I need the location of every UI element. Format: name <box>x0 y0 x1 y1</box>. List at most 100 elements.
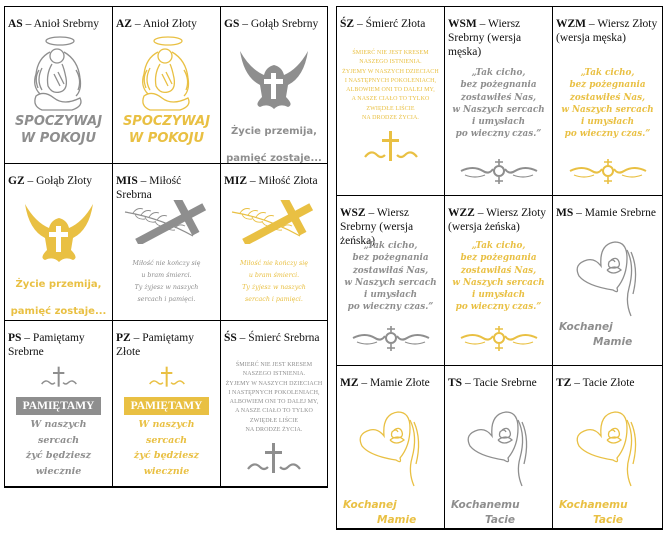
design-cell-as[interactable]: AS – Anioł Srebrny SPOCZYWAJ W POKOJU <box>5 7 112 163</box>
design-name: Miłość Srebrna <box>116 175 182 201</box>
design-text-line: Tacie <box>593 514 623 526</box>
design-cell-wsm[interactable]: WSM – Wiersz Srebrny (wersja męska) „Tak … <box>445 7 552 195</box>
design-text-line: SPOCZYWAJ <box>122 114 211 129</box>
design-name: Wiersz Złoty (wersja żeńska) <box>448 207 547 233</box>
design-text-line: Ty żyjesz w naszych <box>242 284 306 291</box>
design-cell-pz[interactable]: PZ – Pamiętamy Złote PAMIĘTAMY W naszych se… <box>113 321 220 486</box>
design-name: Pamiętamy Srebrne <box>8 332 85 358</box>
ornament-icon <box>352 325 429 351</box>
design-text-line: zostawiłaś Nas, <box>460 265 537 276</box>
design-name: Anioł Złoty <box>142 18 197 30</box>
design-name: Miłość Złota <box>258 175 318 187</box>
design-name: Gołąb Złoty <box>36 175 93 187</box>
design-text-line: „Tak cicho, <box>580 68 635 78</box>
heart-rose-icon <box>359 411 419 487</box>
design-text-line: w Naszych sercach <box>452 277 545 288</box>
design-cell-śz[interactable]: ŚZ – Śmierć Złota ŚMIERĆ NIE JEST KRESEM N… <box>337 7 444 195</box>
design-cell-gz[interactable]: GZ – Gołąb Złoty Życie przemija, pamięć zo… <box>5 164 112 320</box>
design-text-line: zostawiłaś Nas, <box>352 265 429 276</box>
design-text-line: zostawiłeś Nas, <box>460 92 537 103</box>
dove-cross-icon <box>24 204 93 262</box>
design-cell-tz[interactable]: TZ – Tacie Złote Kochanemu Tacie <box>553 366 662 528</box>
design-text-line: Kochanej <box>343 499 397 511</box>
design-code: ŚZ <box>340 18 355 30</box>
heart-rose-icon <box>576 241 636 317</box>
design-name: Mamie Złote <box>370 377 430 389</box>
design-code: AS <box>8 18 23 30</box>
design-text-line: Mamie <box>377 514 417 526</box>
design-code: MS <box>556 207 574 219</box>
design-code: TS <box>448 377 463 389</box>
design-code: WZM <box>556 18 587 30</box>
design-title: TZ – Tacie Złote <box>556 377 635 389</box>
design-title: WSM – Wiersz Srebrny (wersja męska) <box>448 18 522 58</box>
design-text-line: ŚMIERĆ NIE JEST KRESEM <box>352 50 429 56</box>
design-text-line: „Tak cicho, <box>471 68 526 78</box>
design-title: PZ – Pamiętamy Złote <box>116 332 194 358</box>
design-code: ŚS <box>224 332 237 344</box>
design-text-line: NASZEGO ISTNIENIA. <box>242 371 306 378</box>
design-code: PS <box>8 332 22 344</box>
design-name: Mamie Srebrne <box>584 207 656 219</box>
design-text-line: W POKOJU <box>20 131 97 146</box>
design-title: GS – Gołąb Srebrny <box>224 18 319 30</box>
angel-icon <box>141 36 190 111</box>
design-text-line: u bram śmierci. <box>141 272 192 279</box>
design-text-line: i umysłach <box>580 117 634 128</box>
design-title: AS – Anioł Srebrny <box>8 18 100 30</box>
design-cell-mis[interactable]: MIS – Miłość Srebrna Miłość nie kończy si… <box>113 164 220 320</box>
design-code: WSM <box>448 18 477 30</box>
design-text-line: Kochanemu <box>451 499 520 511</box>
design-text-line: i umysłach <box>363 290 417 301</box>
design-text-line: sercach i pamięci. <box>137 296 196 303</box>
design-name: Tacie Srebrne <box>473 377 537 389</box>
design-text-line: SPOCZYWAJ <box>14 114 103 129</box>
design-cell-ps[interactable]: PS – Pamiętamy Srebrne PAMIĘTAMY W naszych… <box>5 321 112 486</box>
design-text-line: sercach <box>145 434 188 446</box>
design-cell-śs[interactable]: ŚS – Śmierć Srebrna ŚMIERĆ NIE JEST KRESE… <box>221 321 327 486</box>
design-name: Pamiętamy Złote <box>116 332 194 358</box>
ornament-icon <box>460 325 537 351</box>
cross-ornament-icon <box>148 366 185 387</box>
ornament-icon <box>569 158 646 184</box>
design-text-line: W POKOJU <box>128 131 205 146</box>
heart-rose-icon <box>467 411 527 487</box>
design-cell-gs[interactable]: GS – Gołąb Srebrny Życie przemija, pamięć … <box>221 7 327 163</box>
ornament-icon <box>460 158 537 184</box>
design-cell-wzm[interactable]: WZM – Wiersz Złoty (wersja męska) „Tak ci… <box>553 7 662 195</box>
design-cell-wzz[interactable]: WZZ – Wiersz Złoty (wersja żeńska) „Tak c… <box>445 196 552 365</box>
design-text-line: W naszych <box>138 419 195 430</box>
design-text-line: Życie przemija, <box>231 126 317 137</box>
design-cell-ts[interactable]: TS – Tacie Srebrne Kochanemu Tacie <box>445 366 552 528</box>
design-text-line: A NASZE CIAŁO TO TYLKO <box>351 96 430 103</box>
design-title: ŚS – Śmierć Srebrna <box>224 332 320 344</box>
pamietamy-banner: PAMIĘTAMY <box>124 397 209 415</box>
design-title: MIS – Miłość Srebrna <box>116 175 182 201</box>
cross-ornament-icon <box>363 131 418 162</box>
design-name: Śmierć Srebrna <box>248 332 320 344</box>
design-text-line: Kochanej <box>559 321 613 333</box>
pamietamy-banner: PAMIĘTAMY <box>16 397 101 415</box>
design-name: Wiersz Złoty (wersja męska) <box>556 18 658 44</box>
design-text-line: żyć będziesz <box>25 450 92 461</box>
design-text-line: bez pożegnania <box>460 253 537 264</box>
design-text-line: ŚMIERĆ NIE JEST KRESEM <box>235 362 313 368</box>
design-text-line: Życie przemija, <box>15 279 102 290</box>
design-text-line: „Tak cicho, <box>363 241 418 251</box>
design-cell-wsz[interactable]: WSZ – Wiersz Srebrny (wersja żeńska) „Tak… <box>337 196 444 365</box>
design-code: MZ <box>340 377 359 389</box>
design-text-line: u bram śmierci. <box>248 272 300 279</box>
design-cell-miz[interactable]: MIZ – Miłość Złota Miłość nie kończy się u… <box>221 164 327 320</box>
design-text-line: „Tak cicho, <box>471 241 526 251</box>
design-cell-az[interactable]: AZ – Anioł Złoty SPOCZYWAJ W POKOJU <box>113 7 220 163</box>
design-text-line: NA DRODZE ŻYCIA. <box>361 115 420 122</box>
design-title: ŚZ – Śmierć Złota <box>340 18 426 30</box>
design-code: WSZ <box>340 207 366 219</box>
cross-branch-icon <box>231 200 314 244</box>
design-cell-mz[interactable]: MZ – Mamie Złote Kochanej Mamie <box>337 366 444 528</box>
design-text-line: ŻYJEMY W NASZYCH DZIECIACH <box>225 380 323 387</box>
design-text-line: sercach i pamięci. <box>245 296 303 303</box>
design-cell-ms[interactable]: MS – Mamie Srebrne Kochanej Mamie <box>553 196 662 365</box>
design-name: Śmierć Złota <box>365 18 426 30</box>
design-text-line: ALBOWIEM ONI TO DALEJ MY, <box>346 87 435 94</box>
